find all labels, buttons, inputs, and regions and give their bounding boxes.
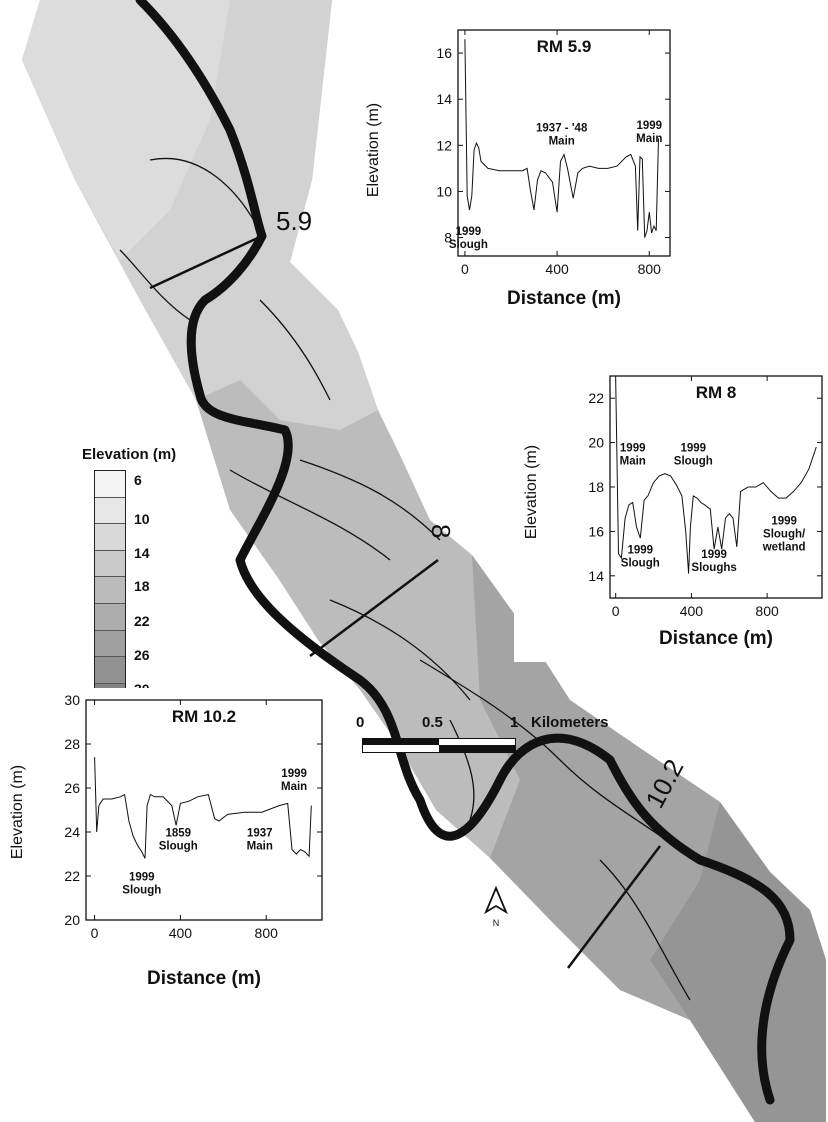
profile-annotation: 1999 Main <box>620 442 646 467</box>
scale-bar <box>362 738 516 753</box>
plot-frame <box>457 29 671 257</box>
legend-swatch <box>95 604 125 631</box>
y-tick-label: 14 <box>588 568 604 584</box>
profile-annotation: 1999 Slough <box>621 545 660 570</box>
profile-plot-rm-8: RM 8 14 16 18 20 22 0 400 800 Distance (m) Elevati… <box>523 375 823 649</box>
x-tick-label: 400 <box>545 261 569 277</box>
chart-title: RM 8 <box>696 383 737 402</box>
x-tick-label: 400 <box>680 603 704 619</box>
plot-frame <box>85 699 323 921</box>
legend-label: 22 <box>134 613 150 629</box>
y-tick-label: 16 <box>436 45 452 61</box>
legend-swatch <box>95 471 125 498</box>
x-tick-label: 0 <box>612 603 620 619</box>
transect-lines <box>149 234 661 969</box>
north-arrow-icon <box>484 885 508 915</box>
x-tick-label: 0 <box>461 261 469 277</box>
legend-label: 26 <box>134 647 150 663</box>
y-tick-label: 20 <box>588 435 604 451</box>
x-tick-label: 800 <box>755 603 779 619</box>
y-tick-label: 22 <box>588 390 604 406</box>
profile-annotation: 1999 Slough <box>674 442 713 467</box>
y-tick-label: 14 <box>436 91 452 107</box>
y-tick-label: 24 <box>64 824 80 840</box>
y-axis-title: Elevation (m) <box>523 445 540 539</box>
profile-annotation: 1999 Slough <box>449 226 488 251</box>
slough-channels <box>119 157 691 1001</box>
legend-swatch <box>95 524 125 551</box>
scale-unit: Kilometers <box>531 714 609 731</box>
profile-annotation: 1999 Sloughs <box>691 549 736 574</box>
y-tick-label: 20 <box>64 912 80 928</box>
y-tick-label: 28 <box>64 736 80 752</box>
profile-chart-rm-10-2: RM 10.2 20 22 24 26 28 30 0 400 800 Distance (m) El… <box>0 688 330 1010</box>
legend-swatch <box>95 657 125 684</box>
x-tick-label: 800 <box>638 261 662 277</box>
profile-annotation: 1937 Main <box>247 827 273 852</box>
river-mile-label-8: 8 <box>426 524 456 539</box>
scale-tick-1: 1 <box>510 714 519 731</box>
legend-title: Elevation (m) <box>82 446 177 463</box>
y-tick-label: 10 <box>436 183 452 199</box>
x-axis-title: Distance (m) <box>659 628 773 649</box>
legend-label: 6 <box>134 472 142 488</box>
legend-label: 10 <box>134 511 150 527</box>
y-axis-title: Elevation (m) <box>365 103 382 197</box>
profile-chart-rm-5-9: RM 5.9 8 10 12 14 16 0 400 800 Distance (m) Elevat… <box>360 14 680 324</box>
elevation-profile-line <box>94 757 312 859</box>
legend-swatch <box>95 630 125 658</box>
profile-annotation: 1999 Main <box>636 120 662 145</box>
legend-swatch <box>95 577 125 604</box>
elevation-profile-line <box>615 380 817 574</box>
y-tick-label: 26 <box>64 780 80 796</box>
scale-tick-0: 0 <box>356 714 365 731</box>
profile-annotation: 1999 Slough/wetland <box>762 516 806 554</box>
profile-chart-rm-8: RM 8 14 16 18 20 22 0 400 800 Distance (m) Elevati… <box>514 362 828 662</box>
y-tick-label: 8 <box>444 230 452 246</box>
y-tick-label: 16 <box>588 523 604 539</box>
x-axis-title: Distance (m) <box>147 968 261 989</box>
scale-bar-segment-0 <box>363 739 439 745</box>
profile-plot-rm-10-2: RM 10.2 20 22 24 26 28 30 0 400 800 Distance (m) El… <box>9 692 323 989</box>
scale-tick-0-5: 0.5 <box>422 714 443 731</box>
x-axis-title: Distance (m) <box>507 288 621 309</box>
elevation-profile-line <box>464 39 659 238</box>
x-tick-label: 800 <box>255 925 279 941</box>
main-river-channel <box>135 0 795 1105</box>
north-arrow-label: N <box>493 918 500 928</box>
plot-frame <box>609 375 823 599</box>
x-tick-label: 400 <box>169 925 193 941</box>
legend-label: 14 <box>134 545 150 561</box>
profile-plot-rm-5-9: RM 5.9 8 10 12 14 16 0 400 800 Distance (m) Elevat… <box>365 29 671 309</box>
profile-annotation: 1937 - '48 Main <box>536 122 588 147</box>
chart-title: RM 5.9 <box>537 37 592 56</box>
profile-annotation: 1999 Slough <box>122 871 161 896</box>
river-mile-label-5-9: 5.9 <box>276 206 313 236</box>
legend-swatch <box>95 550 125 578</box>
chart-title: RM 10.2 <box>172 707 236 726</box>
scale-bar-segment-1 <box>439 745 515 752</box>
legend-swatch <box>95 497 125 525</box>
profile-annotation: 1999 Main <box>281 768 307 793</box>
y-tick-label: 30 <box>64 692 80 708</box>
y-tick-label: 22 <box>64 868 80 884</box>
y-axis-title: Elevation (m) <box>9 765 26 859</box>
y-tick-label: 12 <box>436 137 452 153</box>
profile-annotation: 1859 Slough <box>159 827 198 852</box>
floodplain-surface <box>22 0 826 1122</box>
y-tick-label: 18 <box>588 479 604 495</box>
legend-label: 18 <box>134 578 150 594</box>
x-tick-label: 0 <box>91 925 99 941</box>
